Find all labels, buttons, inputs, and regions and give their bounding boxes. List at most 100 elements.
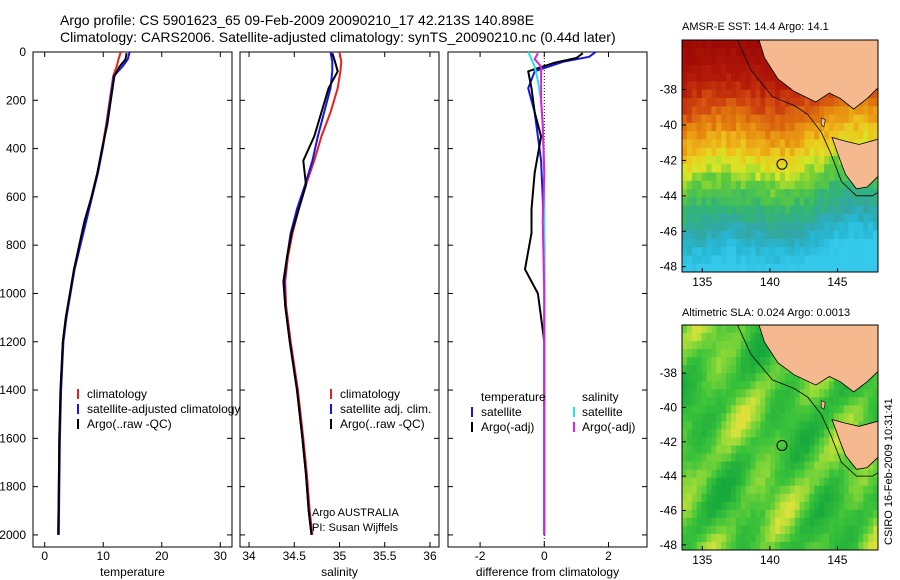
map-cell [726,73,732,82]
map-cell [740,230,747,240]
map-cell [682,214,688,223]
map-cell [829,98,835,107]
map-cell [765,114,771,124]
map-cell [804,106,810,116]
map-cell [711,485,717,495]
map-cell [843,189,850,198]
map-cell [701,373,707,382]
map-cell [814,501,820,511]
map-cell [706,73,712,82]
map-cell [799,156,805,165]
map-cell [765,477,771,487]
map-cell [755,349,761,358]
map-cell [682,205,688,215]
map-cell [824,263,830,273]
map-cell [838,238,845,248]
map-cell [794,461,801,471]
map-cell [740,180,747,190]
map-cell [775,230,781,240]
map-cell [789,493,796,503]
map-cell [696,131,703,140]
map-cell [853,106,859,116]
map-cell [829,437,835,447]
map-cell [809,493,815,503]
map-cell [726,89,732,99]
map-cell [731,56,737,66]
map-cell [691,40,698,49]
map-cell [784,180,791,190]
map-cell [735,357,742,366]
map-cell [701,533,707,543]
map-cell [770,197,776,207]
map-cell [755,373,761,382]
sst-map: 135 140 145-38-40-42-44-46-48 [660,39,879,289]
map-cell [696,493,703,503]
map-cell [760,469,766,479]
map-cell [755,357,761,366]
map-cell [770,147,776,157]
map-cell [873,517,879,527]
map-cell [868,98,874,107]
map-cell [868,493,874,503]
map-cell [780,421,786,430]
map-cell [686,325,693,334]
map-cell [789,461,796,471]
map-cell [858,247,864,256]
map-cell [843,263,850,273]
map-cell [789,131,796,140]
map-cell [740,64,747,74]
map-cell [740,131,747,140]
map-cell [770,205,776,215]
map-cell [833,413,840,422]
map-cell [780,247,786,256]
map-cell [711,48,717,58]
map-cell [706,114,712,124]
map-cell [750,114,756,124]
map-cell [814,397,820,406]
map-cell [721,429,727,438]
map-cell [726,48,732,58]
map-cell [731,389,737,398]
map-cell [750,517,756,527]
map-cell [853,493,859,503]
map-cell [735,106,742,116]
map-cell [780,255,786,265]
map-cell [750,373,756,382]
map-cell [814,517,820,527]
map-cell [740,139,747,149]
map-cell [755,238,761,248]
map-cell [848,413,854,422]
map-cell [740,205,747,215]
map-cell [735,238,742,248]
map-cell [838,493,845,503]
x-axis-label: difference from climatology [476,565,619,579]
map-cell [721,255,727,265]
map-cell [799,445,805,455]
map-cell [838,509,845,519]
map-cell [735,437,742,447]
map-cell [780,397,786,406]
map-cell [863,122,869,132]
map-cell [740,437,747,447]
y-tick-label: 600 [6,190,26,204]
map-cell [696,365,703,374]
map-cell [789,89,796,99]
map-cell [682,405,688,414]
map-cell [804,122,810,132]
map-cell [716,247,722,256]
map-cell [814,389,820,398]
map-cell [682,247,688,256]
map-cell [775,238,781,248]
map-cell [868,197,874,207]
map-cell [819,413,825,422]
x-tick-label: 36 [423,549,437,563]
map-cell [809,421,815,430]
map-cell [838,172,845,182]
map-cell [868,114,874,124]
map-cell [833,131,840,140]
map-cell [691,230,698,240]
map-cell [804,413,810,422]
map-cell [682,73,688,82]
map-cell [726,131,732,140]
map-cell [794,230,801,240]
